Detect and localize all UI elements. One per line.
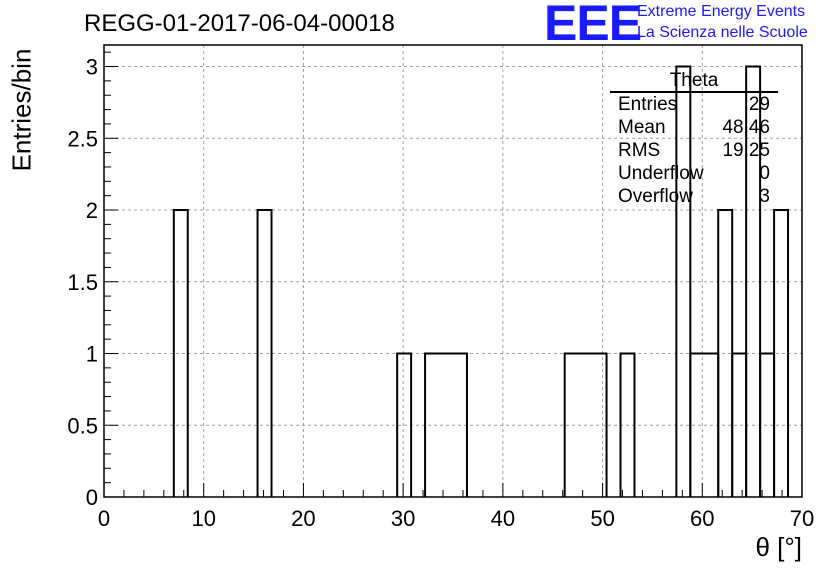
histogram-bin — [619, 352, 636, 497]
stats-value: 0 — [759, 163, 770, 184]
y-tick-label: 0.5 — [67, 413, 98, 438]
x-tick-label: 20 — [291, 506, 315, 531]
x-tick-label: 60 — [690, 506, 714, 531]
histogram-bin — [675, 65, 692, 497]
stats-row: Overflow 3 — [610, 185, 778, 208]
x-tick-label: 50 — [590, 506, 614, 531]
histogram-bin — [563, 352, 608, 497]
stats-key: Mean — [618, 117, 666, 138]
stats-key: Entries — [618, 94, 678, 115]
stats-value: 48.46 — [722, 117, 770, 138]
logo-line-2: La Scienza nelle Scuole — [637, 24, 808, 41]
y-tick-label: 2.5 — [67, 126, 98, 151]
stats-value: 3 — [759, 186, 770, 207]
stats-row: Mean 48.46 — [610, 116, 778, 139]
x-tick-label: 70 — [790, 506, 814, 531]
y-tick-label: 2 — [86, 198, 98, 223]
x-axis-label: θ [°] — [755, 532, 802, 562]
x-tick-label: 30 — [391, 506, 415, 531]
histogram-bin — [256, 209, 273, 497]
x-tick-label: 0 — [98, 506, 110, 531]
stats-box: Theta Entries 29 Mean 48.46 RMS 19.25 Un… — [610, 70, 778, 208]
x-tick-label: 40 — [491, 506, 515, 531]
histogram-bins — [172, 65, 790, 497]
y-axis-label: Entries/bin — [6, 48, 37, 172]
y-tick-label: 1 — [86, 342, 98, 367]
stats-value: 19.25 — [722, 140, 770, 161]
stats-row: Entries 29 — [610, 93, 778, 116]
stats-title: Theta — [610, 70, 778, 93]
stats-key: Underflow — [618, 163, 704, 184]
y-tick-label: 0 — [86, 485, 98, 510]
y-tick-label: 1.5 — [67, 270, 98, 295]
histogram-bin — [396, 352, 413, 497]
histogram-bin — [424, 352, 468, 497]
x-tick-label: 10 — [191, 506, 215, 531]
y-tick-label: 3 — [86, 55, 98, 80]
page-title: REGG-01-2017-06-04-00018 — [84, 10, 395, 37]
logo-mark: EEE — [544, 0, 642, 51]
histogram-bin — [745, 65, 762, 497]
stats-key: RMS — [618, 140, 661, 161]
stats-value: 29 — [748, 94, 770, 115]
histogram-bin — [172, 209, 189, 497]
histogram-bin — [773, 209, 790, 497]
stats-key: Overflow — [618, 186, 693, 207]
stats-row: RMS 19.25 — [610, 139, 778, 162]
plot-frame — [103, 44, 803, 498]
stats-row: Underflow 0 — [610, 162, 778, 185]
axis-ticks — [103, 51, 803, 498]
logo-line-1: Extreme Energy Events — [637, 3, 806, 20]
